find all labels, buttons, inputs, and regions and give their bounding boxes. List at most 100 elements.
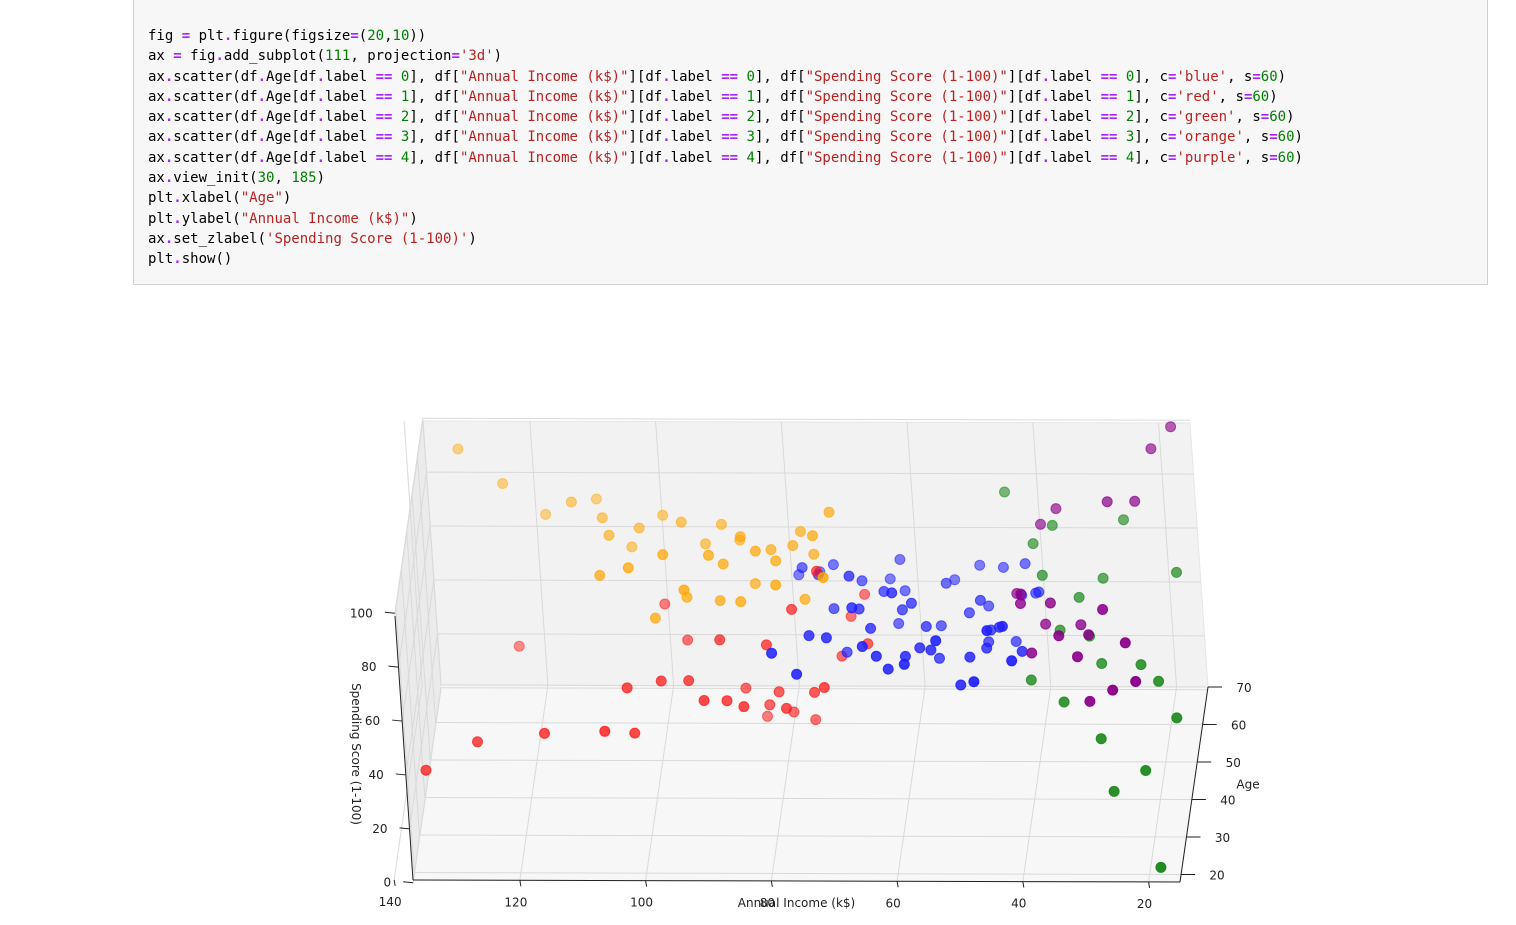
y-tick xyxy=(770,880,773,888)
code-token: 10 xyxy=(392,28,410,44)
code-token: label xyxy=(325,109,376,126)
code-editor[interactable]: fig = plt.figure(figsize=(20,10)) ax = f… xyxy=(148,26,1303,270)
scatter-point xyxy=(1036,569,1048,581)
gridline xyxy=(529,421,549,686)
code-token: . xyxy=(173,190,182,207)
scatter-point xyxy=(1171,566,1182,578)
code-token: . xyxy=(316,149,326,166)
scatter-point xyxy=(818,682,830,693)
code-token: , s xyxy=(1243,149,1270,166)
gridline xyxy=(1158,422,1178,687)
code-token: ], df[ xyxy=(409,109,460,126)
code-token: . xyxy=(164,230,174,247)
scatter-point xyxy=(738,701,750,713)
code-token: 60 xyxy=(1252,88,1270,105)
scatter-point xyxy=(698,695,710,706)
code-token: . xyxy=(257,109,267,126)
z-axis-line xyxy=(394,615,414,881)
code-token: == xyxy=(375,68,393,85)
code-token xyxy=(738,109,746,125)
code-token: "Spending Score (1-100)" xyxy=(805,129,1008,146)
code-token: show() xyxy=(181,251,233,268)
code-token: . xyxy=(164,129,174,146)
scatter-point xyxy=(963,607,975,619)
code-token: ) xyxy=(1277,68,1287,85)
code-token: ) xyxy=(468,230,477,247)
code-token: = xyxy=(1243,88,1253,105)
code-token: ) xyxy=(1269,88,1278,105)
code-token: "Annual Income (k$)" xyxy=(459,88,629,105)
scatter-point xyxy=(649,612,661,624)
scatter-point xyxy=(1129,495,1141,507)
code-token: view_init( xyxy=(173,170,258,187)
scatter-point xyxy=(894,554,906,565)
gridline xyxy=(430,759,1198,763)
scatter-point xyxy=(715,518,727,530)
code-token: = xyxy=(1168,88,1177,105)
scatter-point xyxy=(599,725,611,737)
code-token: == xyxy=(1100,149,1118,166)
scatter-point xyxy=(1119,637,1131,649)
code-cell[interactable]: fig = plt.figure(figsize=(20,10)) ax = f… xyxy=(133,0,1488,285)
scatter-point xyxy=(787,540,799,551)
y-tick xyxy=(1022,881,1025,888)
gridline xyxy=(412,687,442,883)
code-token: . xyxy=(1041,149,1051,166)
code-token: 3 xyxy=(1125,129,1135,146)
scatter-point xyxy=(740,682,752,694)
code-token: = xyxy=(1252,68,1261,85)
code-token xyxy=(738,150,746,166)
scatter-point xyxy=(596,512,608,524)
scatter-point xyxy=(968,676,980,688)
code-token: . xyxy=(662,149,671,166)
code-token: figure(figsize xyxy=(232,28,351,44)
code-token: . xyxy=(173,251,182,268)
code-token: ][df xyxy=(1007,109,1042,126)
scatter-point xyxy=(905,597,917,609)
gridline xyxy=(414,872,1182,875)
code-token: 0 xyxy=(746,68,755,85)
code-token: 0 xyxy=(1125,68,1135,85)
code-token: ylabel( xyxy=(181,210,241,227)
code-token: scatter(df xyxy=(173,129,258,146)
scatter-point xyxy=(974,594,986,606)
scatter-point xyxy=(930,635,942,647)
scatter-point xyxy=(1025,674,1037,686)
scatter-point xyxy=(828,603,840,615)
gridline xyxy=(409,633,439,829)
scatter-point xyxy=(540,508,552,520)
scatter-point xyxy=(1165,421,1177,433)
code-token: 1 xyxy=(400,88,410,105)
scatter-point xyxy=(1035,518,1046,530)
scatter-point xyxy=(657,549,669,561)
code-token: . xyxy=(662,129,671,146)
gridline xyxy=(780,421,800,686)
code-token: ( xyxy=(358,28,368,44)
scatter-point xyxy=(721,695,733,707)
gridline xyxy=(1022,686,1052,882)
code-token: = xyxy=(173,28,199,44)
y-tick xyxy=(645,880,648,887)
scatter-point xyxy=(703,549,714,561)
code-token: xlabel( xyxy=(181,190,241,207)
scatter-point xyxy=(1108,785,1120,797)
code-token: . xyxy=(164,68,174,85)
code-line: plt.ylabel("Annual Income (k$)") xyxy=(148,211,418,227)
code-line: ax.view_init(30, 185) xyxy=(148,170,325,186)
scatter-point xyxy=(807,530,818,542)
code-token: 'Spending Score (1-100)' xyxy=(266,230,469,247)
x-tick-label: 40 xyxy=(1220,794,1235,808)
scatter-point xyxy=(964,651,976,663)
code-token: ], c xyxy=(1134,109,1169,126)
x-tick-label: 30 xyxy=(1215,831,1230,845)
scatter-point xyxy=(886,587,898,599)
scatter-point xyxy=(882,663,894,675)
axes-panes xyxy=(394,420,1209,883)
code-token: = xyxy=(1269,149,1278,166)
code-token: . xyxy=(1041,129,1051,146)
code-token: ][df xyxy=(1007,88,1042,105)
z-tick-label: 20 xyxy=(372,822,387,836)
z-tick-label: 40 xyxy=(369,768,384,782)
code-token: '3d' xyxy=(459,48,494,65)
z-tick xyxy=(395,773,406,776)
